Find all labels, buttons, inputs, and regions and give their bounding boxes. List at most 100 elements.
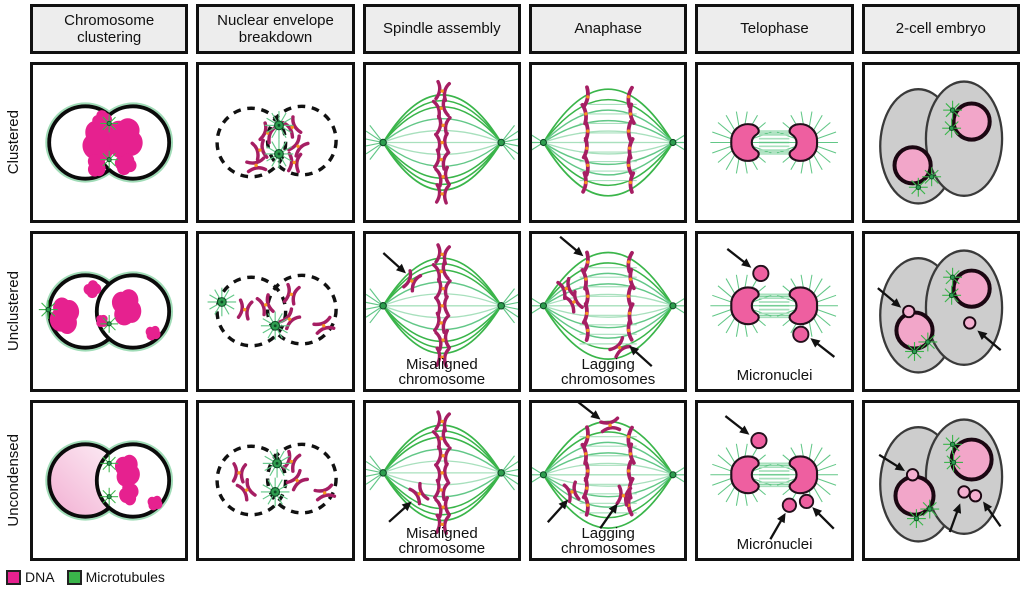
- cell-clustered-telophase: [695, 62, 854, 223]
- corner-spacer: [4, 4, 22, 54]
- row-label-uncondensed: Uncondensed: [4, 434, 22, 527]
- centrosome-icon: [99, 487, 119, 507]
- nucleus: [951, 268, 992, 309]
- cell-unclustered-chromosome-clustering: [30, 231, 189, 392]
- annotation-micronuclei: Micronuclei: [736, 367, 813, 385]
- nuclear-envelopes-dashed: [215, 273, 339, 348]
- cell-unclustered-anaphase: Lagging chromosomes: [528, 231, 688, 392]
- row-label-unclustered: Unclustered: [4, 271, 22, 352]
- column-header-spindle-assembly: Spindle assembly: [362, 4, 521, 54]
- aster-icon: [907, 177, 928, 198]
- column-header-label: Telophase: [740, 20, 809, 38]
- annotation-micronuclei: Micronuclei: [736, 536, 813, 554]
- embryo-cells: [878, 249, 1003, 374]
- row-label-clustered: Clustered: [4, 110, 22, 175]
- legend-label-dna: DNA: [25, 569, 55, 585]
- aster-icon: [941, 118, 962, 139]
- cell-uncondensed-anaphase: Lagging chromosomes: [528, 400, 688, 561]
- micronucleus: [968, 489, 982, 503]
- aster-icon: [942, 100, 963, 121]
- aster-icon: [942, 267, 963, 288]
- centrosome-icon: [99, 314, 119, 334]
- micronucleus: [799, 493, 815, 510]
- cell-uncondensed-telophase: Micronuclei: [695, 400, 854, 561]
- arrow-icon: [572, 403, 605, 425]
- centrosome-icon: [38, 299, 59, 320]
- cell-clustered-chromosome-clustering: [30, 62, 189, 223]
- nucleus: [892, 145, 933, 186]
- micronucleus: [962, 316, 977, 330]
- arrow-icon: [543, 495, 573, 527]
- centrosome-icon: [207, 287, 238, 317]
- centrosome-icon: [99, 453, 119, 473]
- cell-clustered-spindle-assembly: [362, 62, 521, 223]
- cell-unclustered-nuclear-envelope-breakdown: [196, 231, 355, 392]
- column-header-nuclear-envelope-breakdown: Nuclear envelope breakdown: [196, 4, 355, 54]
- aster-icon: [906, 508, 927, 529]
- column-header-label: Nuclear envelope breakdown: [217, 11, 334, 46]
- cell-unclustered-telophase: Micronuclei: [695, 231, 854, 392]
- arrow-icon: [378, 248, 410, 278]
- chromosomes: [231, 449, 337, 503]
- micronucleus: [752, 264, 770, 282]
- micronucleus: [905, 468, 919, 482]
- micronucleus: [957, 485, 971, 499]
- arrow-icon: [556, 234, 588, 261]
- aster-icon: [917, 331, 938, 352]
- cell-clustered-anaphase: [528, 62, 688, 223]
- column-header-label: Chromosome clustering: [64, 11, 155, 46]
- chromosomes: [236, 282, 336, 336]
- arrow-icon: [384, 497, 416, 527]
- column-header-2-cell-embryo: 2-cell embryo: [861, 4, 1020, 54]
- anaphase-spindle: [531, 251, 685, 360]
- cell-unclustered-spindle-assembly: Misaligned chromosome: [362, 231, 521, 392]
- legend-item-microtubules: Microtubules: [66, 569, 165, 585]
- telophase: [711, 275, 839, 337]
- column-header-chromosome-clustering: Chromosome clustering: [30, 4, 189, 54]
- nuclear-envelopes-dashed: [215, 442, 339, 517]
- column-header-label: Anaphase: [574, 20, 642, 38]
- nucleus: [949, 437, 994, 482]
- telophase: [711, 444, 839, 506]
- nuclear-envelopes-dashed: [215, 104, 339, 179]
- cell-uncondensed-nuclear-envelope-breakdown: [196, 400, 355, 561]
- aster-icon: [943, 452, 964, 473]
- lagging-chromosome: [598, 416, 622, 435]
- cell-clustered-nuclear-envelope-breakdown: [196, 62, 355, 223]
- arrow-icon: [723, 244, 756, 273]
- misaligned-chromosome: [408, 481, 430, 506]
- column-header-anaphase: Anaphase: [528, 4, 688, 54]
- arrow-icon: [806, 333, 839, 362]
- embryo-cells: [878, 418, 1003, 543]
- cell-uncondensed-chromosome-clustering: [30, 400, 189, 561]
- annotation-misaligned-chromosome: Misaligned chromosome: [398, 524, 486, 558]
- micronucleus: [782, 497, 798, 513]
- cell-unclustered-2-cell-embryo: [861, 231, 1020, 392]
- centrosome-icon: [99, 150, 119, 170]
- aster-icon: [904, 341, 925, 362]
- embryo-cells: [878, 80, 1003, 205]
- misaligned-chromosome: [563, 290, 585, 314]
- arrow-icon: [721, 411, 754, 440]
- arrow-icon: [808, 502, 839, 533]
- annotation-lagging-chromosomes: Lagging chromosomes: [561, 355, 656, 389]
- aster-icon: [921, 166, 942, 187]
- annotation-misaligned-chromosome: Misaligned chromosome: [398, 355, 486, 389]
- annotation-lagging-chromosomes: Lagging chromosomes: [561, 524, 656, 558]
- aster-icon: [942, 434, 963, 455]
- micronucleus: [750, 431, 768, 450]
- dna-swatch: [6, 569, 21, 585]
- legend: DNA Microtubules: [4, 569, 355, 585]
- column-header-label: Spindle assembly: [383, 20, 501, 38]
- telophase: [711, 112, 839, 174]
- column-header-telophase: Telophase: [695, 4, 854, 54]
- aster-icon: [919, 499, 940, 520]
- centrosome-icon: [99, 114, 119, 133]
- legend-label-microtubules: Microtubules: [85, 569, 165, 585]
- aster-icon: [941, 285, 962, 306]
- cell-clustered-2-cell-embryo: [861, 62, 1020, 223]
- micronucleus: [901, 304, 916, 319]
- legend-item-dna: DNA: [6, 569, 55, 585]
- nucleus: [951, 101, 992, 142]
